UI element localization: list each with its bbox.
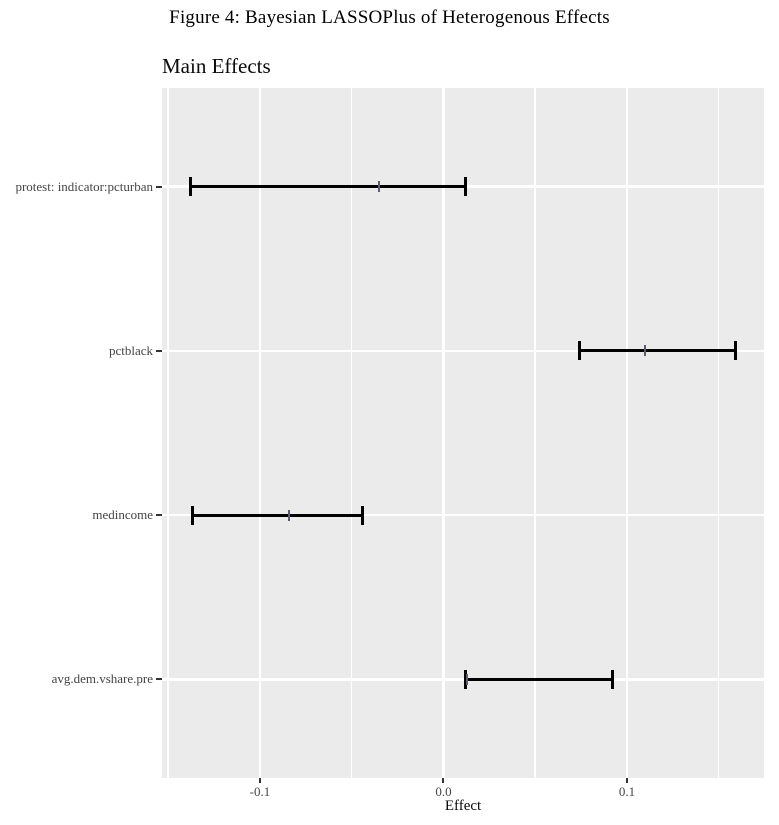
estimate-tick [644, 345, 647, 357]
gridline-major-vertical [625, 88, 629, 778]
figure-title: Figure 4: Bayesian LASSOPlus of Heteroge… [169, 7, 610, 28]
x-axis-tick-label: 0.0 [435, 784, 452, 799]
x-axis-tick-label: 0.1 [618, 784, 636, 799]
error-bar [190, 185, 466, 189]
error-bar [579, 349, 736, 353]
y-axis-label: pctblack [108, 342, 153, 358]
gridline-minor-vertical [350, 88, 353, 778]
gridline-major-vertical [258, 88, 262, 778]
error-bar [465, 677, 613, 681]
y-axis-tick [156, 185, 162, 188]
gridline-major-vertical [442, 88, 445, 778]
estimate-tick [288, 509, 291, 521]
gridline-row-horizontal [162, 349, 764, 353]
plot-panel [162, 88, 764, 778]
y-axis-tick [156, 514, 162, 517]
y-axis-label: medincome [92, 507, 153, 523]
gridline-minor-vertical [167, 88, 169, 778]
error-bar-cap-right [733, 341, 737, 361]
error-bar-cap-left [463, 669, 467, 689]
gridline-minor-vertical [717, 88, 720, 778]
y-axis-tick [156, 349, 162, 352]
error-bar [192, 513, 363, 517]
estimate-tick [466, 673, 469, 685]
x-axis-title: Effect [444, 798, 482, 814]
y-axis-label: protest: indicator:pcturban [15, 178, 153, 194]
error-bar-cap-right [610, 669, 614, 689]
x-axis-tick-label: -0.1 [249, 784, 271, 799]
y-axis-label: avg.dem.vshare.pre [51, 671, 153, 687]
error-bar-cap-left [190, 505, 194, 525]
error-bar-cap-right [463, 177, 467, 197]
chart-title: Main Effects [162, 54, 271, 78]
x-axis-tick [442, 778, 445, 783]
estimate-tick [378, 181, 381, 193]
gridline-minor-vertical [534, 88, 536, 778]
error-bar-cap-left [577, 341, 581, 361]
error-bar-cap-right [361, 505, 365, 525]
x-axis-tick [625, 778, 628, 783]
x-axis-tick [258, 778, 261, 783]
gridline-row-horizontal [162, 678, 764, 681]
gridline-row-horizontal [162, 513, 764, 517]
y-axis-tick [156, 678, 162, 681]
error-bar-cap-left [188, 177, 192, 197]
